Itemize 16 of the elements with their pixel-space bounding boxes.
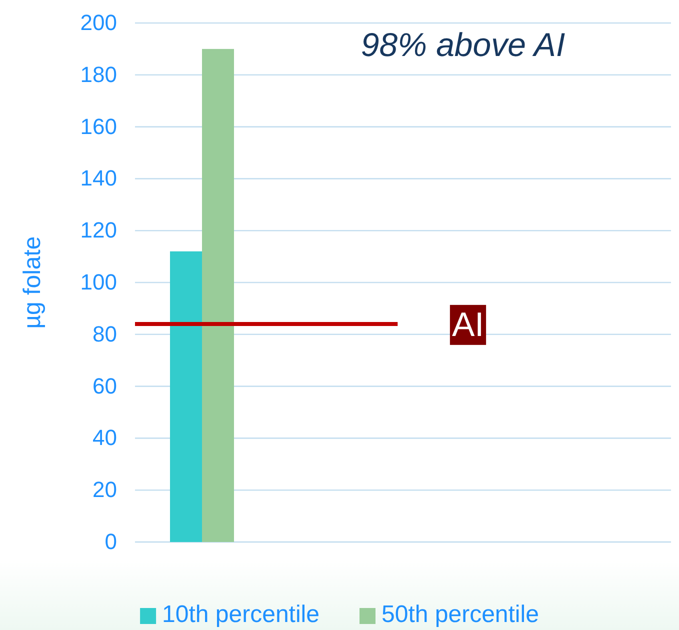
y-tick-label: 60 (92, 373, 117, 398)
y-tick-label: 20 (92, 477, 117, 502)
y-tick-label: 100 (80, 270, 117, 295)
ref-line-label: AI (452, 306, 484, 344)
y-tick-label: 180 (80, 62, 117, 87)
y-tick-label: 0 (104, 529, 117, 554)
legend-label: 10th percentile (162, 601, 320, 628)
y-tick-label: 120 (80, 218, 117, 243)
legend-label: 50th percentile (382, 601, 539, 628)
annotation: 98% above AI (360, 26, 566, 63)
y-axis-title: µg folate (19, 236, 46, 329)
y-tick-label: 40 (92, 425, 117, 450)
y-tick-label: 80 (92, 321, 117, 346)
y-tick-label: 200 (80, 10, 117, 36)
y-tick-label: 140 (80, 166, 117, 191)
y-tick-label: 160 (80, 114, 117, 139)
